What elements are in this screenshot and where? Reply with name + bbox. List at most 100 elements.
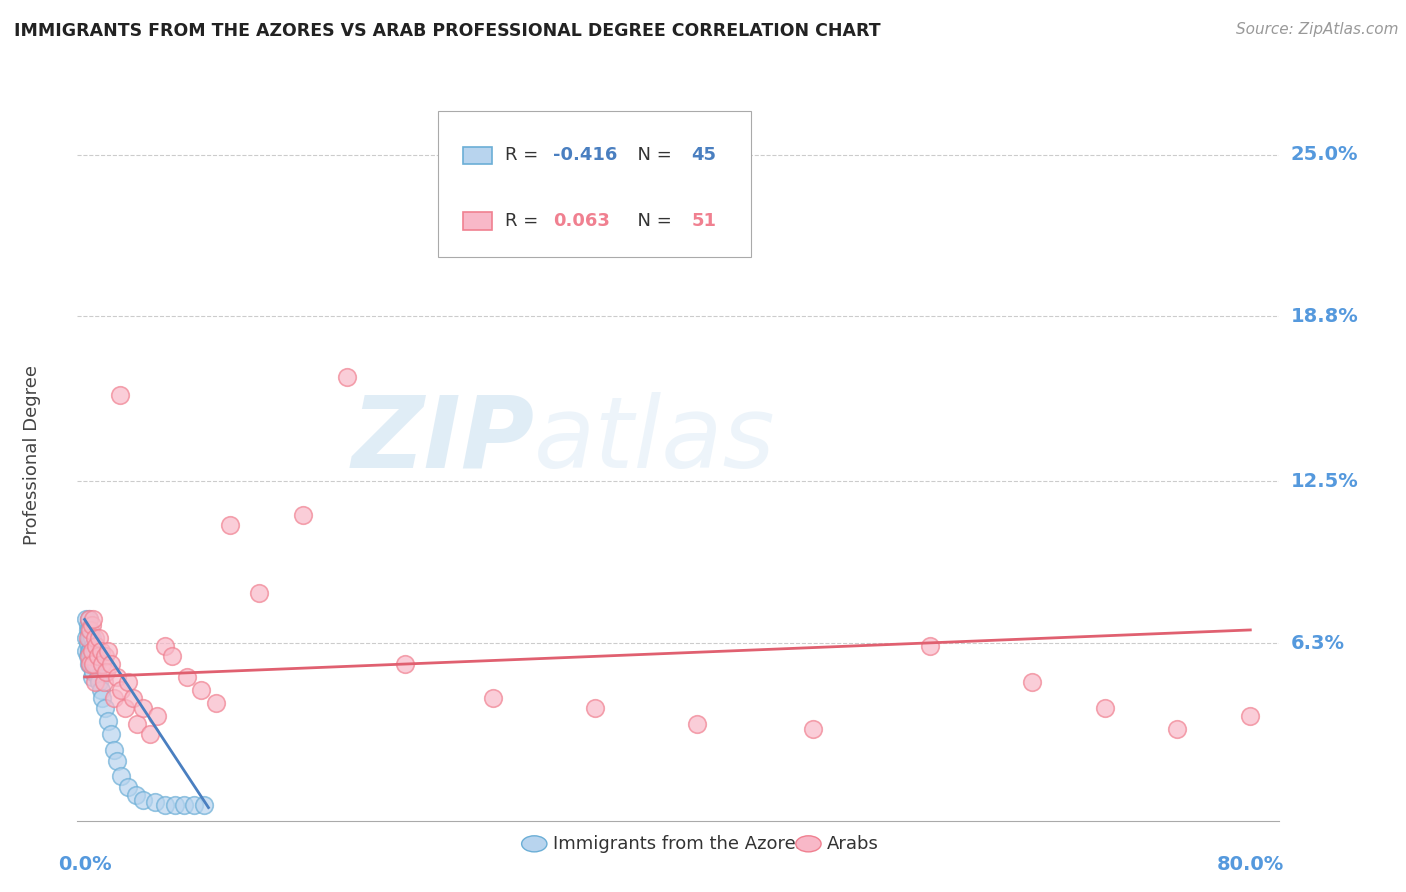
Text: N =: N = (626, 212, 678, 230)
Point (87, 670, 110, 684)
Text: 80.0%: 80.0% (1216, 855, 1284, 873)
Point (124, 788, 146, 802)
Text: -0.416: -0.416 (554, 146, 617, 164)
Point (80, 644, 103, 658)
Point (79, 644, 101, 658)
Point (80, 617, 103, 632)
Point (93, 675, 115, 690)
Text: atlas: atlas (534, 392, 776, 489)
Text: 12.5%: 12.5% (1291, 472, 1358, 491)
Point (153, 639, 176, 653)
Point (1239, 709, 1261, 723)
Point (77, 613, 100, 627)
Point (249, 586, 271, 600)
Point (193, 797, 215, 812)
Point (77, 623, 100, 637)
Point (1094, 701, 1116, 715)
Point (80, 657, 103, 671)
Point (801, 723, 824, 737)
Text: Immigrants from the Azores: Immigrants from the Azores (553, 835, 804, 853)
Point (97, 644, 120, 658)
Point (82, 613, 104, 627)
Point (76, 617, 98, 632)
Text: 45: 45 (692, 146, 717, 164)
Point (80, 644, 103, 658)
Point (77, 613, 100, 627)
Point (1021, 675, 1043, 690)
Point (117, 675, 139, 690)
Point (82, 639, 104, 653)
Point (76, 636, 98, 650)
Text: N =: N = (626, 146, 678, 164)
Text: 0.0%: 0.0% (58, 855, 111, 873)
Point (77, 631, 100, 645)
Point (96, 665, 118, 679)
Point (105, 670, 128, 684)
Point (77, 657, 100, 671)
Point (685, 717, 707, 731)
Text: Arabs: Arabs (827, 835, 879, 853)
Point (79, 623, 101, 637)
Point (336, 369, 359, 384)
Point (83, 657, 105, 671)
Text: R =: R = (505, 146, 544, 164)
Point (100, 657, 122, 671)
Point (79, 657, 101, 671)
FancyBboxPatch shape (439, 112, 751, 258)
Point (97, 714, 120, 729)
Point (121, 690, 143, 705)
Text: 18.8%: 18.8% (1291, 307, 1358, 326)
Text: 51: 51 (692, 212, 717, 230)
Point (84, 657, 107, 671)
Point (114, 701, 136, 715)
Point (190, 683, 212, 698)
Point (83, 644, 105, 658)
Point (125, 717, 148, 731)
Point (105, 754, 128, 768)
FancyBboxPatch shape (463, 212, 492, 230)
Point (89, 631, 111, 645)
Point (132, 701, 155, 715)
Text: Professional Degree: Professional Degree (22, 365, 41, 545)
Point (91, 657, 114, 671)
Point (87, 649, 110, 664)
Point (76, 631, 98, 645)
Point (77, 649, 100, 664)
Point (77, 644, 100, 658)
Point (132, 793, 155, 807)
Point (143, 796, 166, 810)
Point (90, 683, 112, 698)
Point (79, 657, 101, 671)
Point (117, 780, 139, 794)
Point (183, 797, 205, 812)
Point (918, 639, 941, 653)
Point (204, 696, 226, 710)
Text: ZIP: ZIP (352, 392, 534, 489)
Point (82, 649, 104, 664)
Point (394, 657, 416, 671)
Point (79, 631, 101, 645)
Point (76, 649, 98, 664)
Point (110, 769, 132, 783)
Point (80, 631, 103, 645)
Point (103, 690, 125, 705)
Point (1166, 723, 1188, 737)
Point (76, 623, 98, 637)
Point (80, 670, 103, 684)
Point (75, 613, 97, 627)
Point (75, 644, 97, 658)
Point (176, 670, 198, 684)
Point (163, 797, 186, 812)
Point (94, 649, 117, 664)
Point (83, 675, 105, 690)
Point (79, 623, 101, 637)
Point (219, 518, 242, 533)
Text: 25.0%: 25.0% (1291, 145, 1358, 164)
Point (292, 508, 315, 522)
Point (82, 657, 104, 671)
Text: Source: ZipAtlas.com: Source: ZipAtlas.com (1236, 22, 1399, 37)
Point (173, 797, 195, 812)
Point (75, 631, 97, 645)
Point (103, 743, 125, 757)
Point (481, 690, 503, 705)
